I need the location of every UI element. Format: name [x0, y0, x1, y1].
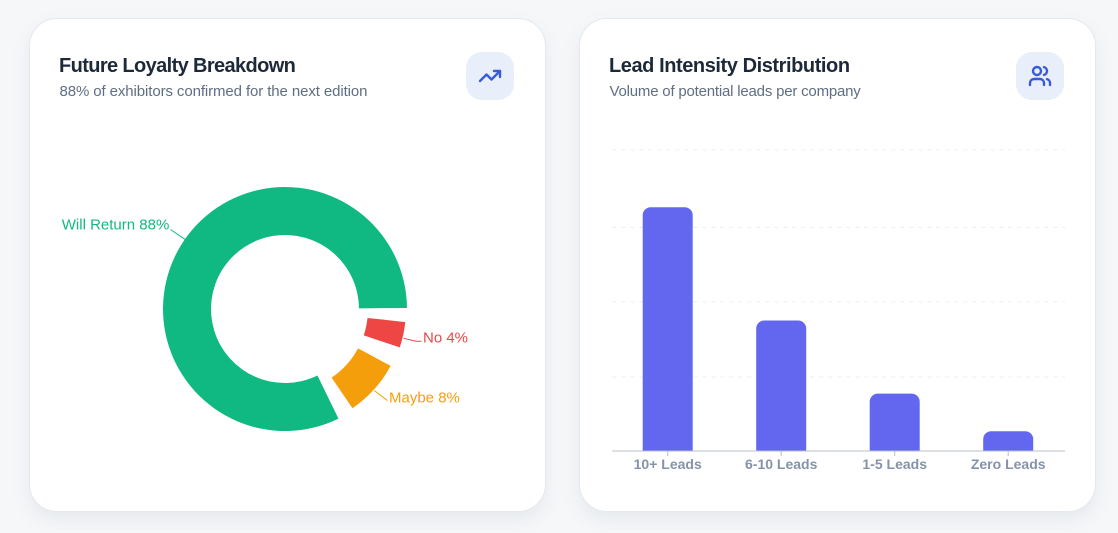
svg-text:10+ Leads: 10+ Leads	[634, 456, 702, 472]
svg-text:No 4%: No 4%	[423, 330, 468, 347]
svg-text:Maybe 8%: Maybe 8%	[389, 390, 460, 407]
svg-text:Zero Leads: Zero Leads	[971, 456, 1046, 472]
svg-text:Will Return 88%: Will Return 88%	[62, 217, 170, 234]
svg-text:6-10 Leads: 6-10 Leads	[745, 456, 818, 472]
svg-text:1-5 Leads: 1-5 Leads	[862, 456, 927, 472]
